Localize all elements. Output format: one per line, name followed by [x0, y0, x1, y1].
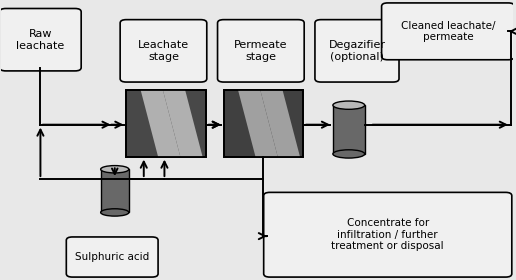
Polygon shape	[163, 90, 203, 157]
Bar	[101, 169, 129, 213]
FancyBboxPatch shape	[382, 3, 514, 60]
FancyBboxPatch shape	[67, 237, 158, 277]
Polygon shape	[238, 90, 278, 157]
FancyBboxPatch shape	[315, 20, 399, 82]
Text: Permeate
stage: Permeate stage	[234, 40, 287, 62]
Text: Concentrate for
infiltration / further
treatment or disposal: Concentrate for infiltration / further t…	[331, 218, 444, 251]
Text: Degazifier
(optional): Degazifier (optional)	[329, 40, 385, 62]
FancyBboxPatch shape	[264, 192, 512, 277]
Bar	[224, 90, 303, 157]
Polygon shape	[140, 90, 180, 157]
Text: Cleaned leachate/
permeate: Cleaned leachate/ permeate	[401, 20, 495, 42]
Text: Sulphuric acid: Sulphuric acid	[75, 252, 149, 262]
Text: Raw
leachate: Raw leachate	[17, 29, 64, 50]
Ellipse shape	[333, 101, 365, 109]
Text: Leachate
stage: Leachate stage	[138, 40, 189, 62]
Bar	[224, 90, 303, 157]
FancyBboxPatch shape	[120, 20, 207, 82]
Ellipse shape	[333, 150, 365, 158]
Polygon shape	[260, 90, 300, 157]
FancyBboxPatch shape	[0, 8, 81, 71]
FancyBboxPatch shape	[218, 20, 304, 82]
Bar	[126, 90, 206, 157]
Bar	[333, 105, 365, 154]
Bar	[126, 90, 206, 157]
Ellipse shape	[101, 165, 129, 173]
Ellipse shape	[101, 209, 129, 216]
